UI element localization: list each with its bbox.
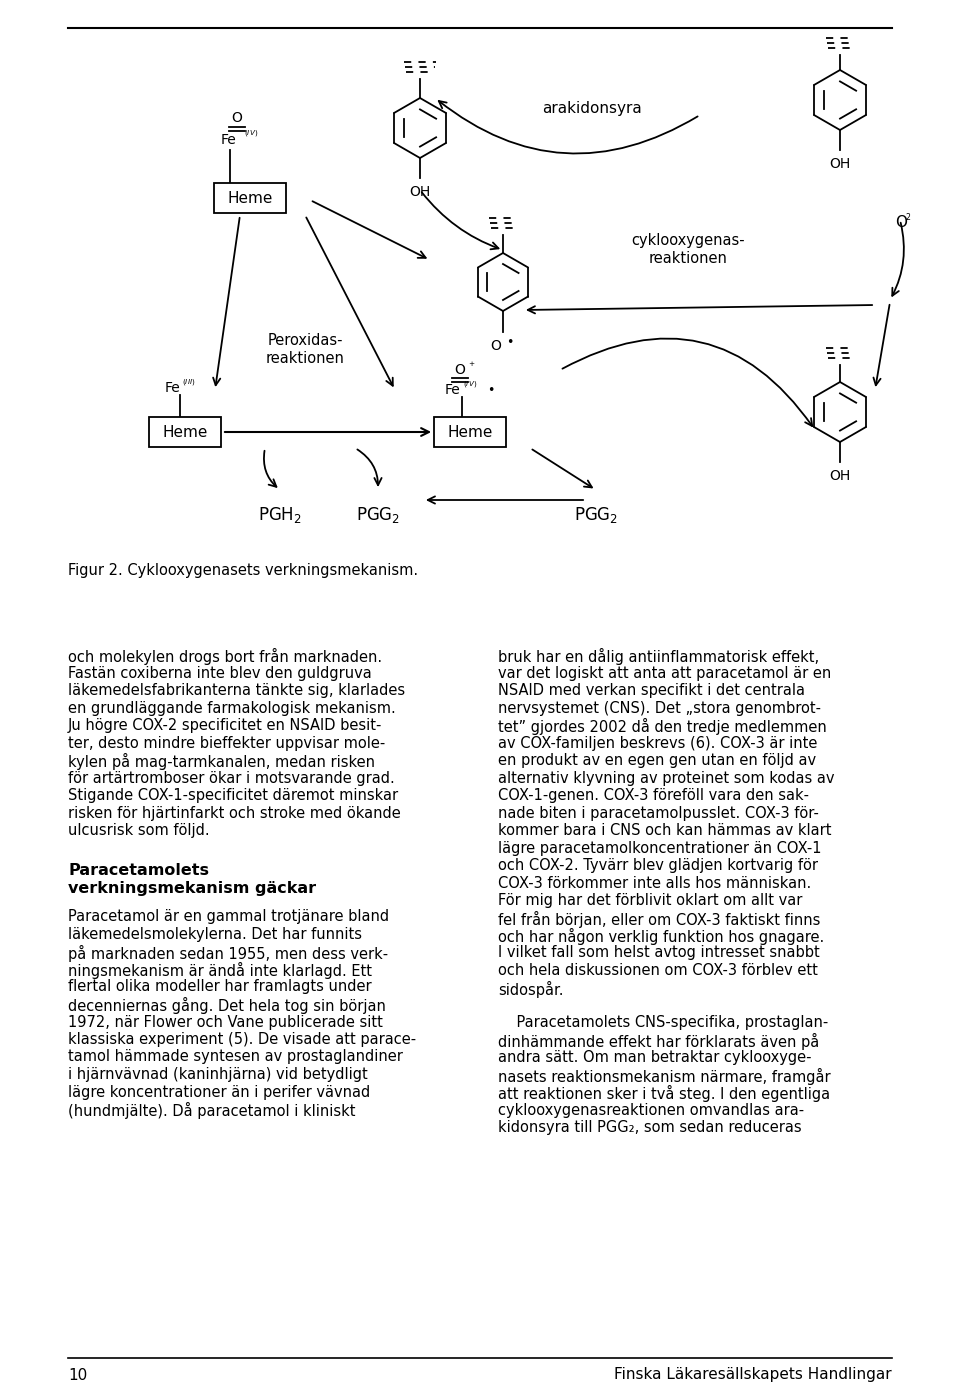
Text: av COX-familjen beskrevs (6). COX-3 är inte: av COX-familjen beskrevs (6). COX-3 är i… — [498, 736, 817, 751]
Text: O: O — [455, 364, 466, 378]
Text: $^{(IV)}$: $^{(IV)}$ — [463, 382, 477, 391]
Text: kidonsyra till PGG₂, som sedan reduceras: kidonsyra till PGG₂, som sedan reduceras — [498, 1120, 802, 1135]
Text: reaktionen: reaktionen — [266, 351, 345, 365]
Text: cyklooxygenas-: cyklooxygenas- — [631, 233, 745, 247]
Text: kylen på mag-tarmkanalen, medan risken: kylen på mag-tarmkanalen, medan risken — [68, 754, 375, 770]
Text: Paracetamolets CNS-specifika, prostaglan-: Paracetamolets CNS-specifika, prostaglan… — [498, 1015, 828, 1030]
Text: och har någon verklig funktion hos gnagare.: och har någon verklig funktion hos gnaga… — [498, 929, 825, 945]
Text: flertal olika modeller har framlagts under: flertal olika modeller har framlagts und… — [68, 980, 372, 994]
Text: OH: OH — [829, 157, 851, 171]
Text: tamol hämmade syntesen av prostaglandiner: tamol hämmade syntesen av prostaglandine… — [68, 1049, 403, 1065]
Text: nervsystemet (CNS). Det „stora genombrot-: nervsystemet (CNS). Det „stora genombrot… — [498, 701, 821, 715]
Text: För mig har det förblivit oklart om allt var: För mig har det förblivit oklart om allt… — [498, 892, 803, 908]
Text: på marknaden sedan 1955, men dess verk-: på marknaden sedan 1955, men dess verk- — [68, 944, 388, 962]
Text: ter, desto mindre bieffekter uppvisar mole-: ter, desto mindre bieffekter uppvisar mo… — [68, 736, 385, 751]
Text: arakidonsyra: arakidonsyra — [542, 100, 642, 115]
Text: risken för hjärtinfarkt och stroke med ökande: risken för hjärtinfarkt och stroke med ö… — [68, 805, 400, 820]
Text: 1972, när Flower och Vane publicerade sitt: 1972, när Flower och Vane publicerade si… — [68, 1015, 383, 1030]
Text: dinhämmande effekt har förklarats även på: dinhämmande effekt har förklarats även p… — [498, 1033, 819, 1049]
Text: verkningsmekanism gäckar: verkningsmekanism gäckar — [68, 881, 316, 897]
Text: 10: 10 — [68, 1367, 87, 1382]
Text: nade biten i paracetamolpusslet. COX-3 för-: nade biten i paracetamolpusslet. COX-3 f… — [498, 805, 819, 820]
Text: $_2$: $_2$ — [905, 212, 911, 225]
Text: Fe: Fe — [221, 133, 237, 147]
Text: •: • — [506, 336, 514, 348]
Text: Heme: Heme — [162, 425, 207, 440]
FancyBboxPatch shape — [434, 416, 506, 447]
Text: och molekylen drogs bort från marknaden.: och molekylen drogs bort från marknaden. — [68, 648, 382, 665]
Text: OH: OH — [829, 469, 851, 483]
Text: Finska Läkaresällskapets Handlingar: Finska Läkaresällskapets Handlingar — [614, 1367, 892, 1382]
Text: COX-1-genen. COX-3 föreföll vara den sak-: COX-1-genen. COX-3 föreföll vara den sak… — [498, 788, 809, 804]
Text: i hjärnvävnad (kaninhjärna) vid betydligt: i hjärnvävnad (kaninhjärna) vid betydlig… — [68, 1067, 368, 1083]
Text: Fastän coxiberna inte blev den guldgruva: Fastän coxiberna inte blev den guldgruva — [68, 665, 372, 680]
Text: Paracetamol är en gammal trotjänare bland: Paracetamol är en gammal trotjänare blan… — [68, 909, 389, 924]
Text: för artärtromboser ökar i motsvarande grad.: för artärtromboser ökar i motsvarande gr… — [68, 770, 395, 786]
Text: •: • — [487, 383, 494, 397]
Text: Fe: Fe — [444, 383, 460, 397]
Text: PGG$_2$: PGG$_2$ — [356, 505, 400, 525]
Text: Paracetamolets: Paracetamolets — [68, 862, 209, 877]
Text: Heme: Heme — [447, 425, 492, 440]
Text: fel från början, eller om COX-3 faktiskt finns: fel från början, eller om COX-3 faktiskt… — [498, 911, 821, 927]
Text: $^{(III)}$: $^{(III)}$ — [182, 380, 196, 390]
Text: O: O — [231, 111, 243, 125]
Text: läkemedelsmolekylerna. Det har funnits: läkemedelsmolekylerna. Det har funnits — [68, 927, 362, 942]
Text: sidospår.: sidospår. — [498, 980, 564, 998]
Text: tet” gjordes 2002 då den tredje medlemmen: tet” gjordes 2002 då den tredje medlemme… — [498, 718, 827, 736]
Text: Stigande COX-1-specificitet däremot minskar: Stigande COX-1-specificitet däremot mins… — [68, 788, 398, 804]
Text: en grundläggande farmakologisk mekanism.: en grundläggande farmakologisk mekanism. — [68, 701, 396, 715]
Text: klassiska experiment (5). De visade att parace-: klassiska experiment (5). De visade att … — [68, 1033, 416, 1047]
Text: PGG$_2$: PGG$_2$ — [574, 505, 618, 525]
Text: läkemedelsfabrikanterna tänkte sig, klarlades: läkemedelsfabrikanterna tänkte sig, klar… — [68, 683, 405, 698]
Text: PGH$_2$: PGH$_2$ — [258, 505, 301, 525]
Text: nasets reaktionsmekanism närmare, framgår: nasets reaktionsmekanism närmare, framgå… — [498, 1067, 830, 1084]
Text: ningsmekanism är ändå inte klarlagd. Ett: ningsmekanism är ändå inte klarlagd. Ett — [68, 962, 372, 979]
Text: Fe: Fe — [164, 380, 180, 396]
Text: ulcusrisk som följd.: ulcusrisk som följd. — [68, 823, 209, 838]
Text: decenniernas gång. Det hela tog sin början: decenniernas gång. Det hela tog sin börj… — [68, 997, 386, 1015]
Text: $^+$: $^+$ — [467, 361, 476, 371]
Text: att reaktionen sker i två steg. I den egentliga: att reaktionen sker i två steg. I den eg… — [498, 1085, 830, 1102]
Text: NSAID med verkan specifikt i det centrala: NSAID med verkan specifikt i det central… — [498, 683, 805, 698]
Text: bruk har en dålig antiinflammatorisk effekt,: bruk har en dålig antiinflammatorisk eff… — [498, 648, 819, 665]
Text: $^{(IV)}$: $^{(IV)}$ — [244, 130, 258, 142]
Text: en produkt av en egen gen utan en följd av: en produkt av en egen gen utan en följd … — [498, 754, 816, 768]
Text: reaktionen: reaktionen — [649, 250, 728, 265]
Text: lägre paracetamolkoncentrationer än COX-1: lägre paracetamolkoncentrationer än COX-… — [498, 841, 822, 855]
Text: Heme: Heme — [228, 190, 273, 205]
Text: (hundmjälte). Då paracetamol i kliniskt: (hundmjälte). Då paracetamol i kliniskt — [68, 1102, 355, 1119]
Text: och hela diskussionen om COX-3 förblev ett: och hela diskussionen om COX-3 förblev e… — [498, 963, 818, 979]
Text: cyklooxygenasreaktionen omvandlas ara-: cyklooxygenasreaktionen omvandlas ara- — [498, 1102, 804, 1117]
Text: Peroxidas-: Peroxidas- — [267, 333, 343, 347]
Text: lägre koncentrationer än i perifer vävnad: lägre koncentrationer än i perifer vävna… — [68, 1084, 371, 1099]
Text: kommer bara i CNS och kan hämmas av klart: kommer bara i CNS och kan hämmas av klar… — [498, 823, 831, 838]
Text: O: O — [491, 339, 501, 353]
Text: O: O — [895, 215, 907, 229]
Text: var det logiskt att anta att paracetamol är en: var det logiskt att anta att paracetamol… — [498, 665, 831, 680]
FancyBboxPatch shape — [214, 183, 286, 212]
Text: andra sätt. Om man betraktar cyklooxyge-: andra sätt. Om man betraktar cyklooxyge- — [498, 1049, 811, 1065]
Text: alternativ klyvning av proteinet som kodas av: alternativ klyvning av proteinet som kod… — [498, 770, 834, 786]
Text: Figur 2. Cyklooxygenasets verkningsmekanism.: Figur 2. Cyklooxygenasets verkningsmekan… — [68, 562, 419, 577]
Text: COX-3 förkommer inte alls hos människan.: COX-3 förkommer inte alls hos människan. — [498, 876, 811, 891]
Text: och COX-2. Tyvärr blev glädjen kortvarig för: och COX-2. Tyvärr blev glädjen kortvarig… — [498, 858, 818, 873]
FancyBboxPatch shape — [149, 416, 221, 447]
Text: Ju högre COX-2 specificitet en NSAID besit-: Ju högre COX-2 specificitet en NSAID bes… — [68, 718, 382, 733]
Text: I vilket fall som helst avtog intresset snabbt: I vilket fall som helst avtog intresset … — [498, 945, 820, 960]
Text: OH: OH — [409, 185, 431, 198]
